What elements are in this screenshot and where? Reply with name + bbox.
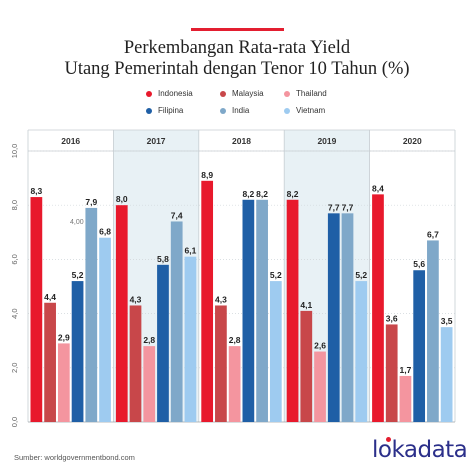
data-label-indonesia-2019: 8,2 bbox=[287, 189, 299, 199]
bar-thailand-2016 bbox=[57, 343, 70, 422]
data-label-indonesia-2020: 8,4 bbox=[372, 183, 384, 193]
chart-title: Perkembangan Rata-rata Yield Utang Pemer… bbox=[0, 38, 474, 80]
data-label-indonesia-2017: 8,0 bbox=[116, 194, 128, 204]
legend-label-indonesia: Indonesia bbox=[158, 89, 193, 98]
data-label-vietnam-2017: 6,1 bbox=[185, 246, 197, 256]
bar-filipina-2019 bbox=[327, 213, 340, 422]
data-label-thailand-2020: 1,7 bbox=[400, 365, 412, 375]
bar-vietnam-2017 bbox=[184, 256, 197, 422]
legend-item-malaysia: Malaysia bbox=[220, 89, 264, 98]
bar-malaysia-2020 bbox=[385, 324, 398, 422]
y-tick-label: 10,0 bbox=[10, 144, 19, 159]
bar-thailand-2020 bbox=[399, 375, 412, 422]
legend-swatch-malaysia bbox=[220, 90, 226, 97]
legend-label-india: India bbox=[232, 106, 250, 115]
bar-malaysia-2019 bbox=[300, 310, 313, 422]
bar-india-2018 bbox=[256, 199, 268, 422]
legend-item-vietnam: Vietnam bbox=[284, 106, 325, 115]
data-label-india-2019: 7,7 bbox=[342, 202, 354, 212]
category-label-2018: 2018 bbox=[232, 136, 251, 146]
data-label-malaysia-2020: 3,6 bbox=[386, 313, 398, 323]
legend-swatch-vietnam bbox=[284, 107, 290, 114]
y-tick-label: 4,0 bbox=[10, 308, 19, 318]
data-label-malaysia-2019: 4,1 bbox=[300, 300, 312, 310]
bar-thailand-2018 bbox=[228, 346, 241, 422]
bar-india-2016 bbox=[85, 207, 98, 422]
data-label-filipina-2018: 8,2 bbox=[242, 189, 254, 199]
title-line-2: Utang Pemerintah dengan Tenor 10 Tahun (… bbox=[64, 59, 410, 79]
bar-filipina-2020 bbox=[413, 270, 426, 422]
title-accent-bar bbox=[191, 28, 284, 31]
legend-label-malaysia: Malaysia bbox=[232, 89, 264, 98]
bar-india-2019 bbox=[341, 213, 354, 422]
bar-indonesia-2020 bbox=[372, 194, 384, 422]
data-label-india-2017: 7,4 bbox=[171, 210, 183, 220]
y-tick-label: 6,0 bbox=[10, 254, 19, 264]
bar-malaysia-2017 bbox=[129, 305, 142, 422]
bar-india-2020 bbox=[427, 240, 439, 422]
bar-indonesia-2019 bbox=[286, 199, 299, 422]
y-tick-label: 0,0 bbox=[10, 417, 19, 427]
legend-swatch-indonesia bbox=[146, 90, 152, 97]
category-label-2016: 2016 bbox=[61, 136, 80, 146]
data-label-filipina-2019: 7,7 bbox=[328, 202, 340, 212]
data-label-malaysia-2018: 4,3 bbox=[215, 294, 227, 304]
bar-thailand-2019 bbox=[314, 351, 326, 422]
bar-malaysia-2016 bbox=[44, 302, 56, 422]
data-label-india-2018: 8,2 bbox=[256, 189, 268, 199]
data-label-india-2020: 6,7 bbox=[427, 229, 439, 239]
bar-filipina-2016 bbox=[71, 281, 84, 422]
data-label-thailand-2017: 2,8 bbox=[143, 335, 155, 345]
data-label-malaysia-2017: 4,3 bbox=[130, 294, 142, 304]
bar-indonesia-2017 bbox=[115, 205, 128, 422]
legend-item-india: India bbox=[220, 106, 249, 115]
data-label-filipina-2016: 5,2 bbox=[72, 270, 84, 280]
data-label-vietnam-2019: 5,2 bbox=[355, 270, 367, 280]
data-label-indonesia-2016: 8,3 bbox=[30, 186, 42, 196]
legend-label-thailand: Thailand bbox=[296, 89, 327, 98]
data-label-india-2016: 7,9 bbox=[85, 197, 97, 207]
data-label-indonesia-2018: 8,9 bbox=[201, 170, 213, 180]
bar-malaysia-2018 bbox=[215, 305, 227, 422]
data-label-vietnam-2018: 5,2 bbox=[270, 270, 282, 280]
bar-thailand-2017 bbox=[143, 346, 156, 422]
category-label-2017: 2017 bbox=[147, 136, 166, 146]
category-label-2020: 2020 bbox=[403, 136, 422, 146]
data-label-thailand-2016: 2,9 bbox=[58, 332, 70, 342]
bar-vietnam-2016 bbox=[99, 237, 111, 422]
data-label-filipina-2020: 5,6 bbox=[413, 259, 425, 269]
legend-swatch-india bbox=[220, 107, 226, 114]
bar-indonesia-2018 bbox=[201, 180, 214, 422]
source-note: Sumber: worldgovernmentbond.com bbox=[14, 453, 135, 462]
data-label-malaysia-2016: 4,4 bbox=[44, 292, 56, 302]
legend-swatch-thailand bbox=[284, 90, 290, 97]
data-label-filipina-2017: 5,8 bbox=[157, 254, 169, 264]
title-line-1: Perkembangan Rata-rata Yield bbox=[123, 38, 351, 58]
legend-item-indonesia: Indonesia bbox=[146, 89, 193, 98]
logo-dot bbox=[386, 437, 391, 442]
bar-indonesia-2016 bbox=[30, 197, 43, 422]
annotation-label: 4,00 bbox=[70, 219, 84, 226]
data-label-thailand-2019: 2,6 bbox=[314, 341, 326, 351]
bar-filipina-2017 bbox=[157, 264, 169, 422]
legend: Indonesia Malaysia Thailand Filipina Ind… bbox=[0, 0, 474, 120]
legend-item-thailand: Thailand bbox=[284, 89, 327, 98]
bar-vietnam-2019 bbox=[355, 281, 368, 422]
data-label-vietnam-2020: 3,5 bbox=[441, 316, 453, 326]
bar-filipina-2018 bbox=[242, 199, 255, 422]
data-label-vietnam-2016: 6,8 bbox=[99, 227, 111, 237]
y-tick-label: 2,0 bbox=[10, 363, 19, 373]
legend-label-vietnam: Vietnam bbox=[296, 106, 326, 115]
category-label-2019: 2019 bbox=[317, 136, 336, 146]
bar-vietnam-2018 bbox=[269, 281, 282, 422]
bar-india-2017 bbox=[170, 221, 183, 422]
data-label-thailand-2018: 2,8 bbox=[229, 335, 241, 345]
legend-item-filipina: Filipina bbox=[146, 106, 183, 115]
legend-swatch-filipina bbox=[146, 107, 152, 114]
legend-label-filipina: Filipina bbox=[158, 106, 184, 115]
y-tick-label: 8,0 bbox=[10, 200, 19, 210]
bar-vietnam-2020 bbox=[440, 327, 453, 422]
